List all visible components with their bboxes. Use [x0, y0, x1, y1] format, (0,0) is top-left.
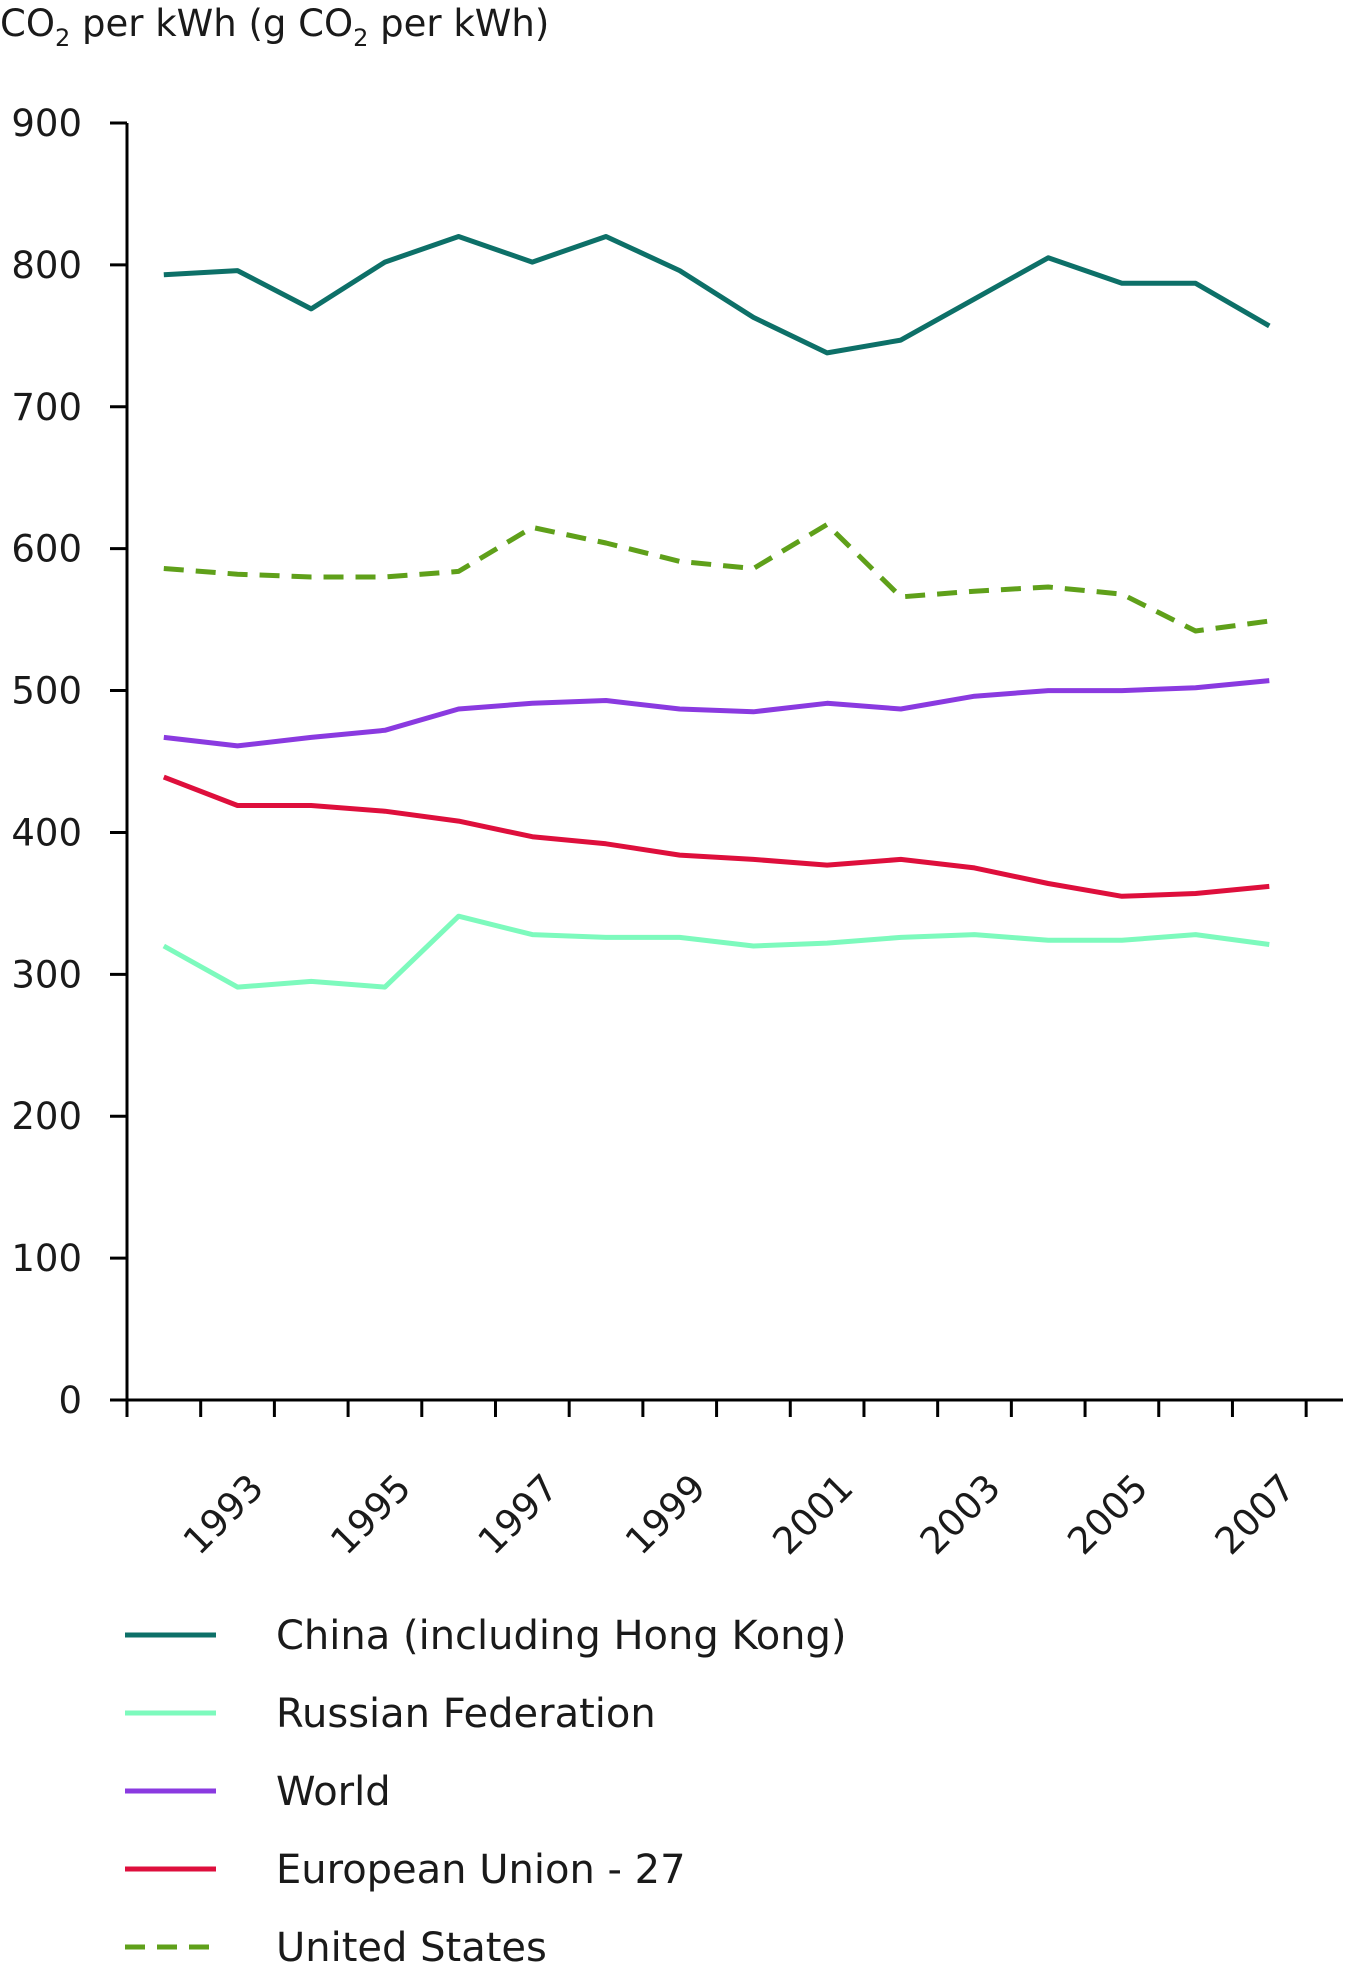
y-axis-title-part: CO [0, 2, 55, 45]
series-line-1 [162, 913, 1270, 990]
y-tick-label: 100 [11, 1237, 82, 1280]
x-tick-label: 1997 [470, 1466, 567, 1563]
y-tick-label: 600 [11, 528, 82, 571]
y-tick-label: 300 [11, 953, 82, 996]
x-tick-label: 1993 [175, 1466, 272, 1563]
y-axis-title-part: per kWh (g CO [70, 2, 353, 45]
y-tick-label: 900 [11, 102, 82, 145]
y-tick-label: 400 [11, 811, 82, 854]
legend-label: Russian Federation [276, 1691, 656, 1737]
series-layer [162, 234, 1271, 990]
x-tick-label: 2001 [764, 1466, 861, 1563]
legend-label: China (including Hong Kong) [276, 1613, 847, 1659]
y-axis-title-subscript: 2 [353, 24, 368, 52]
series-line-3 [162, 774, 1270, 899]
y-axis-title-part: per kWh) [368, 2, 549, 45]
axes: 0 100 200 300 400 500 600 700 800 900 1993 1995 1997… [11, 102, 1343, 1563]
series-line-0 [163, 234, 1271, 356]
series-line-4 [163, 522, 1270, 634]
y-axis-title: CO2 per kWh (g CO2 per kWh) [0, 2, 549, 52]
y-axis-title-subscript: 2 [55, 24, 70, 52]
x-tick-label: 1999 [617, 1466, 714, 1563]
legend-label: United States [276, 1925, 547, 1971]
x-tick-label: 2005 [1059, 1466, 1156, 1563]
series-line-2 [163, 678, 1270, 749]
x-tick-label: 1995 [322, 1466, 419, 1563]
y-tick-label: 500 [11, 670, 82, 713]
x-tick-label: 2003 [912, 1466, 1009, 1563]
y-tick-label: 200 [11, 1095, 82, 1138]
legend-label: World [276, 1769, 391, 1815]
y-tick-label: 700 [11, 386, 82, 429]
y-tick-label: 0 [58, 1379, 82, 1422]
legend: China (including Hong Kong) Russian Feder… [125, 1613, 847, 1971]
x-tick-label: 2007 [1207, 1466, 1304, 1563]
y-tick-label: 800 [11, 244, 82, 287]
legend-label: European Union - 27 [276, 1847, 686, 1893]
